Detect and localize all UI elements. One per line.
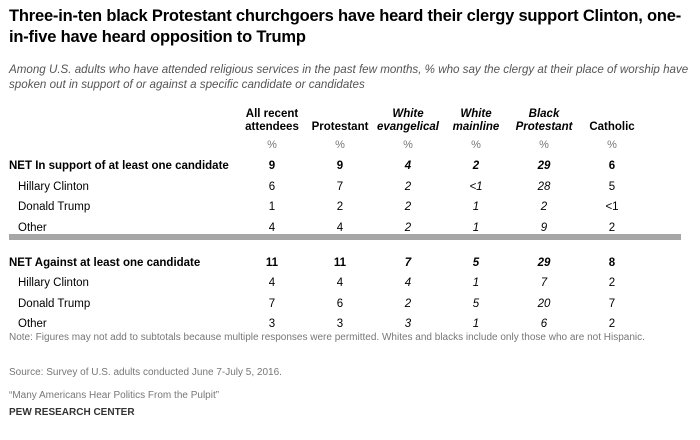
unit-label: %	[403, 139, 413, 151]
column-header: All recent attendees	[238, 102, 306, 134]
cell-value: 29	[537, 160, 551, 173]
cell-value: 4	[336, 221, 344, 234]
source: Source: Survey of U.S. adults conducted …	[9, 367, 282, 378]
cell-value: 6	[336, 297, 344, 310]
cell-value: 11	[265, 257, 279, 269]
column-header-line1: White	[392, 108, 424, 120]
cell-value: 7	[404, 257, 412, 269]
column-header-line2: Catholic	[589, 121, 635, 133]
column-header: White evangelical	[374, 102, 442, 134]
column-header: Catholic	[578, 102, 646, 134]
table-row: Hillary Clinton 6 7 2 <1 28 5	[9, 177, 646, 198]
section-divider	[9, 234, 681, 240]
cell-value: <1	[605, 201, 619, 214]
cell-value: 11	[333, 257, 347, 269]
column-header-line2: mainline	[452, 121, 500, 133]
cell-value: 3	[268, 318, 276, 331]
cell-value: 6	[540, 318, 548, 331]
header-row: All recent attendees Protestant White evange…	[9, 102, 646, 134]
table-row: Other 4 4 2 1 9 2	[9, 218, 646, 239]
row-label: Donald Trump	[18, 201, 91, 214]
unit-label: %	[471, 139, 481, 151]
cell-value: 2	[404, 221, 412, 234]
column-header: Protestant	[306, 102, 374, 134]
unit-label: %	[267, 139, 277, 151]
cell-value: 2	[404, 180, 412, 193]
cell-value: 7	[336, 180, 344, 193]
cell-value: 9	[336, 160, 344, 173]
cell-value: 4	[404, 277, 412, 290]
cell-value: 6	[268, 180, 276, 193]
note: Note: Figures may not add to subtotals b…	[9, 332, 645, 343]
unit-label: %	[335, 139, 345, 151]
column-header-line1: All recent	[245, 108, 299, 120]
cell-value: 3	[336, 318, 344, 331]
column-header-line2: Protestant	[311, 121, 369, 133]
page-title: Three-in-ten black Protestant churchgoer…	[9, 7, 682, 46]
cell-value: 2	[608, 221, 616, 234]
cell-value: 1	[268, 201, 276, 214]
cell-value: 2	[540, 201, 548, 214]
column-header: White mainline	[442, 102, 510, 134]
cell-value: 28	[537, 180, 551, 193]
cell-value: 2	[404, 297, 412, 310]
cell-value: 3	[404, 318, 412, 331]
cell-value: 6	[608, 160, 616, 173]
row-label: Hillary Clinton	[18, 180, 89, 193]
cell-value: 5	[472, 257, 480, 269]
column-header-line2: Protestant	[515, 121, 573, 133]
cell-value: 2	[472, 160, 480, 173]
column-header-line1: Black	[528, 108, 560, 120]
cell-value: 29	[537, 257, 551, 269]
cell-value: 2	[404, 201, 412, 214]
cell-value: 8	[608, 257, 616, 269]
table-row: Donald Trump 7 6 2 5 20 7	[9, 294, 646, 315]
cell-value: 20	[537, 297, 551, 310]
row-label: Other	[18, 318, 47, 331]
row-label: Hillary Clinton	[18, 277, 89, 290]
cell-value: 7	[608, 297, 616, 310]
table-row: NET In support of at least one candidate…	[9, 156, 646, 177]
unit-label: %	[607, 139, 617, 151]
column-header: Black Protestant	[510, 102, 578, 134]
table-row: NET Against at least one candidate 11 11 7 5…	[9, 238, 646, 273]
cell-value: <1	[469, 180, 483, 193]
cell-value: 4	[268, 277, 276, 290]
column-header-line2: attendees	[245, 121, 299, 133]
cell-value: 4	[404, 160, 412, 173]
cell-value: 2	[608, 318, 616, 331]
row-label: NET Against at least one candidate	[9, 257, 201, 269]
column-header-line2: evangelical	[376, 121, 439, 133]
data-table: All recent attendees Protestant White evange…	[9, 102, 646, 335]
cell-value: 9	[540, 221, 548, 234]
table-row: Hillary Clinton 4 4 4 1 7 2	[9, 273, 646, 294]
unit-row: %%%%%%	[9, 134, 646, 156]
cell-value: 1	[472, 221, 480, 234]
row-label: Donald Trump	[18, 297, 91, 310]
cell-value: 1	[472, 277, 480, 290]
column-header-line1: White	[460, 108, 492, 120]
table-row: Donald Trump 1 2 2 1 2 <1	[9, 197, 646, 218]
cell-value: 2	[608, 277, 616, 290]
subtitle: Among U.S. adults who have attended reli…	[9, 63, 689, 91]
cell-value: 9	[268, 160, 276, 173]
row-label: NET In support of at least one candidate	[9, 160, 229, 173]
cell-value: 5	[608, 180, 616, 193]
cell-value: 4	[336, 277, 344, 290]
table-row: Other 3 3 3 1 6 2	[9, 314, 646, 335]
report-title: “Many Americans Hear Politics From the P…	[9, 390, 220, 401]
cell-value: 7	[268, 297, 276, 310]
org-name: PEW RESEARCH CENTER	[9, 407, 135, 418]
cell-value: 1	[472, 318, 480, 331]
cell-value: 2	[336, 201, 344, 214]
cell-value: 5	[472, 297, 480, 310]
row-label: Other	[18, 221, 47, 234]
unit-label: %	[539, 139, 549, 151]
cell-value: 1	[472, 201, 480, 214]
cell-value: 7	[540, 277, 548, 290]
cell-value: 4	[268, 221, 276, 234]
